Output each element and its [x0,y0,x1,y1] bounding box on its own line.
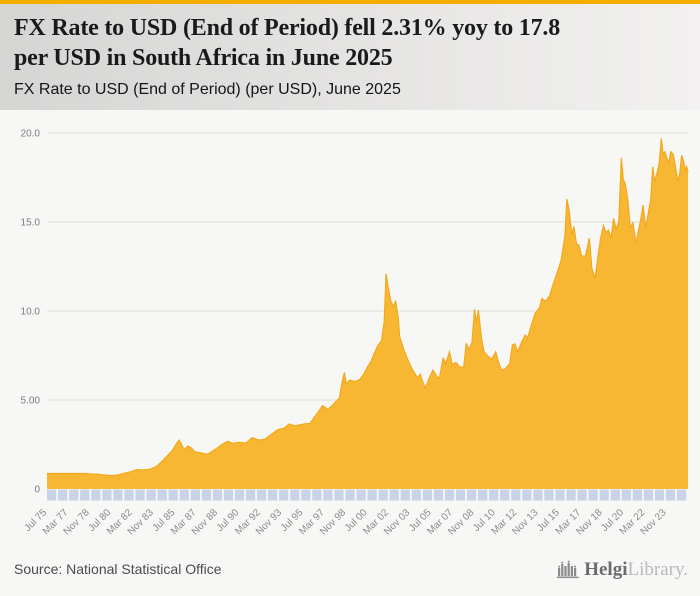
baseline-band-segment [422,489,433,501]
fx-rate-area-edge [47,138,689,477]
chart-subtitle: FX Rate to USD (End of Period) (per USD)… [14,81,401,98]
top-accent-bar [0,0,700,4]
baseline-band-segment [643,489,654,501]
baseline-band-segment [212,489,223,501]
baseline-band-segment [113,489,123,501]
helgi-library-logo: HelgiLibrary. [557,559,688,579]
baseline-band-segment [444,489,455,501]
baseline-band-segment [588,489,598,501]
baseline-band-segment [654,489,665,501]
baseline-band-segment [367,489,377,501]
baseline-band-segment [632,489,642,501]
baseline-band-segment [245,489,256,501]
baseline-band-segment [665,489,676,501]
page-title: FX Rate to USD (End of Period) fell 2.31… [14,13,686,73]
y-axis-tick-label: 5.00 [21,396,41,407]
logo-wordmark: HelgiLibrary. [584,560,688,579]
baseline-band-segment [47,489,57,501]
baseline-band-segment [256,489,267,501]
baseline-band-segment [544,489,554,501]
baseline-band-segment [566,489,576,501]
baseline-band-segment [500,489,510,501]
baseline-band-segment [489,489,499,501]
baseline-band-segment [621,489,631,501]
baseline-band-segment [610,489,620,501]
baseline-band-segment [411,489,421,501]
baseline-band-segment [223,489,234,501]
baseline-band-segment [157,489,167,501]
baseline-band-segment [555,489,565,501]
baseline-band-segment [599,489,609,501]
baseline-band-segment [91,489,101,501]
baseline-band-segment [234,489,245,501]
source-note: Source: National Statistical Office [14,561,222,577]
baseline-band-segment [58,489,68,501]
baseline-band-segment [345,489,355,501]
baseline-band-segment [69,489,79,501]
baseline-band-segment [102,489,112,501]
baseline-band-segment [323,489,333,501]
baseline-band-segment [190,489,200,501]
chart-footer: Source: National Statistical Office Helg… [0,550,700,596]
baseline-band-segment [389,489,399,501]
title-line-1: FX Rate to USD (End of Period) fell 2.31… [14,15,561,41]
baseline-band-segment [201,489,211,501]
baseline-band-segment [533,489,543,501]
baseline-band-segment [290,489,300,501]
chart-area: 0 5.00 10.0 15.0 20.0 Jul 75 Mar 77 Nov 78 Jul 8… [0,110,700,550]
baseline-band-segment [268,489,278,501]
baseline-band-segment [356,489,366,501]
fx-rate-area-series [47,138,688,490]
baseline-band-segment [378,489,388,501]
baseline-band-segment [466,489,477,501]
baseline-band-segment [279,489,289,501]
baseline-band-segment [179,489,189,501]
baseline-band-segment [400,489,410,501]
logo-library-text: Library. [627,559,689,580]
baseline-band-segment [433,489,444,501]
y-axis-tick-label: 20.0 [21,129,41,140]
helgi-building-icon [557,560,580,579]
baseline-band-segment [522,489,532,501]
baseline-band-segment [135,489,145,501]
baseline-band-segment [80,489,90,501]
baseline-band-segment [577,489,587,501]
baseline-band-segment [334,489,344,501]
y-axis-tick-label: 10.0 [21,307,41,318]
chart-header: FX Rate to USD (End of Period) fell 2.31… [0,4,700,110]
baseline-band-segment [478,489,488,501]
y-axis-tick-label: 0 [34,485,40,496]
baseline-band-segment [301,489,311,501]
logo-helgi-text: Helgi [584,559,628,580]
y-axis-tick-label: 15.0 [21,218,41,229]
baseline-band-segment [168,489,178,501]
baseline-band-segment [312,489,322,501]
title-line-2: per USD in South Africa in June 2025 [14,45,393,71]
baseline-band-segment [146,489,156,501]
baseline-band-segment [511,489,521,501]
baseline-band-segment [676,489,687,501]
baseline-band-segment [124,489,134,501]
baseline-band-segment [455,489,466,501]
